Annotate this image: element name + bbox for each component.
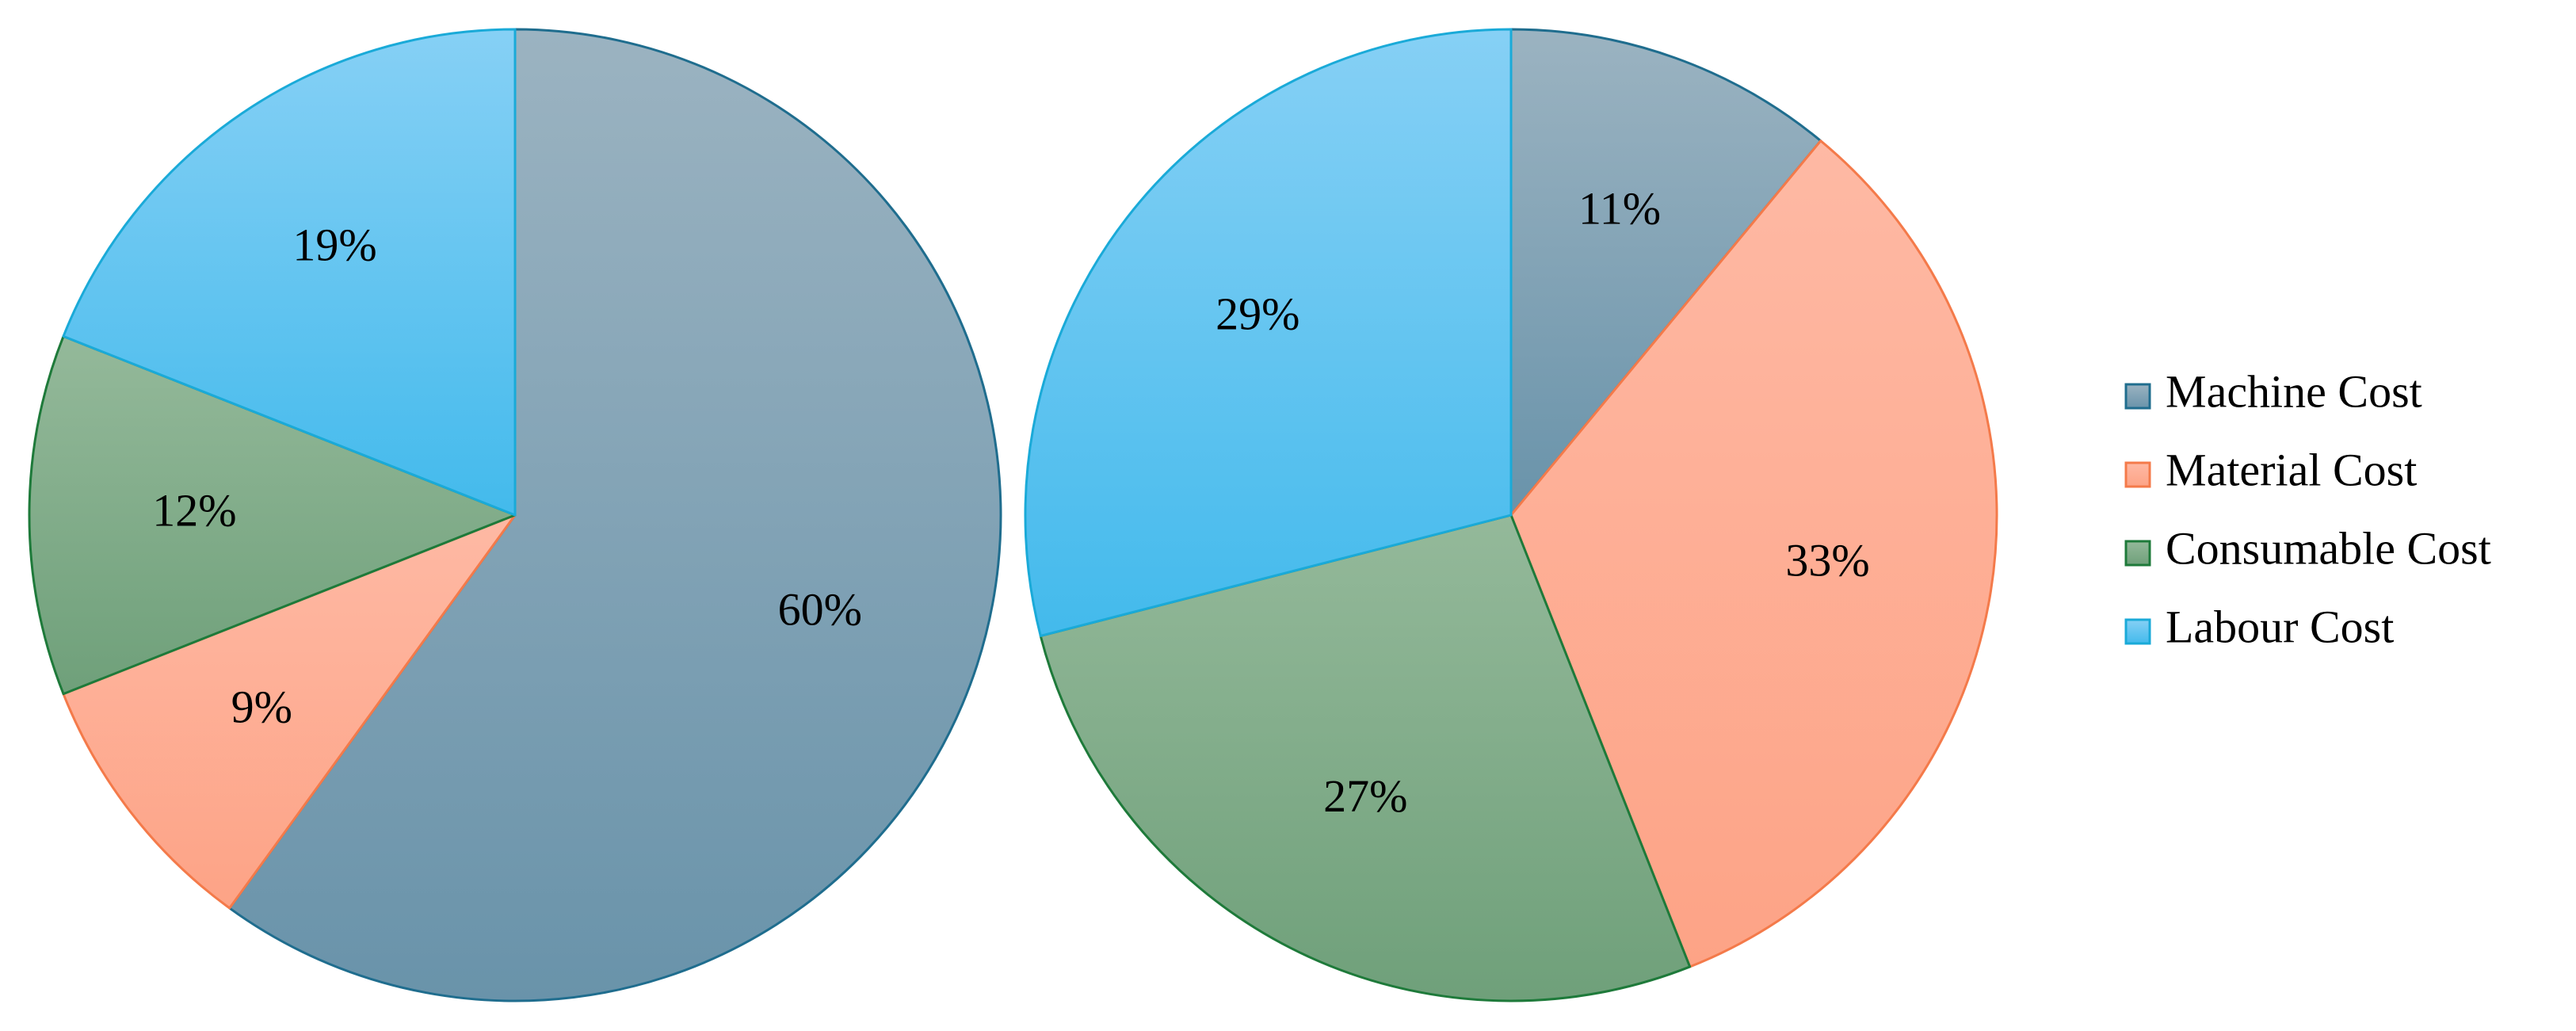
pie-right-slice-machine-cost xyxy=(1509,28,1822,517)
pie-chart-right: 11% 33% 27% 29% xyxy=(1024,28,1998,1002)
pie-right-label-machine-cost: 11% xyxy=(1578,183,1661,235)
pie-right-slice-material-cost xyxy=(1509,139,1998,968)
pie-left-label-material-cost: 9% xyxy=(231,681,292,732)
pie-left-slice-labour-cost xyxy=(62,28,517,517)
pie-right-label-consumable-cost: 27% xyxy=(1323,770,1407,822)
legend-swatch-labour-cost xyxy=(2124,618,2151,645)
legend-swatch-material-cost xyxy=(2124,461,2151,488)
legend-label-material-cost: Material Cost xyxy=(2166,444,2417,495)
pie-left-label-consumable-cost: 12% xyxy=(152,484,236,536)
pie-right-label-labour-cost: 29% xyxy=(1215,288,1299,339)
pie-right-slice-labour-cost xyxy=(1024,28,1513,637)
legend-swatch-consumable-cost xyxy=(2124,540,2151,567)
pie-left-label-labour-cost: 19% xyxy=(292,220,376,271)
legend-label-labour-cost: Labour Cost xyxy=(2166,601,2394,652)
pie-left-slice-consumable-cost xyxy=(28,334,517,696)
pie-right-label-material-cost: 33% xyxy=(1785,535,1869,586)
pie-chart-left: 60% 9% 12% 19% xyxy=(28,28,1002,1002)
pie-left-slice-material-cost xyxy=(62,514,517,910)
pie-left-slice-machine-cost xyxy=(228,28,1002,1002)
legend-swatch-machine-cost xyxy=(2124,383,2151,410)
legend-label-consumable-cost: Consumable Cost xyxy=(2166,522,2491,574)
pie-right-slice-consumable-cost xyxy=(1039,514,1692,1002)
legend: Machine Cost Material Cost Consumable Cost… xyxy=(2124,365,2491,652)
pie-left-label-machine-cost: 60% xyxy=(778,583,862,635)
legend-label-machine-cost: Machine Cost xyxy=(2166,365,2422,417)
